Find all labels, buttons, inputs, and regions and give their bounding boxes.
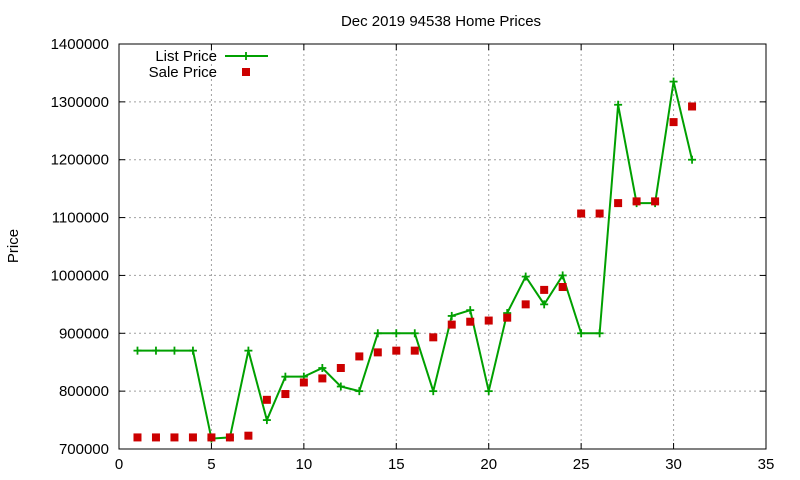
y-tick-label: 1100000 <box>52 210 109 227</box>
sale-price-point <box>410 346 419 355</box>
x-tick-label: 15 <box>388 456 405 473</box>
sale-price-point <box>595 209 604 218</box>
sale-price-point <box>632 197 641 206</box>
y-tick-label: 1200000 <box>51 152 109 169</box>
plot-frame <box>118 43 767 450</box>
plot-area <box>133 77 697 443</box>
list-price-point <box>244 346 253 355</box>
sale-price-point <box>207 433 216 442</box>
sale-price-point <box>651 197 660 206</box>
sale-price-point <box>355 352 364 361</box>
x-tick-label: 10 <box>296 456 313 473</box>
sale-price-point <box>262 395 271 404</box>
sale-price-point <box>447 320 456 329</box>
sale-price-point <box>299 378 308 387</box>
x-tick-label: 25 <box>573 456 590 473</box>
list-price-point <box>373 329 382 338</box>
sale-price-point <box>244 431 253 440</box>
list-price-point <box>133 346 142 355</box>
list-price-point <box>151 346 160 355</box>
y-tick-label: 800000 <box>59 383 109 400</box>
list-price-point <box>688 155 697 164</box>
sale-price-point <box>521 300 530 309</box>
sale-price-point <box>336 364 345 372</box>
legend-plus-swatch <box>242 52 250 60</box>
list-price-point <box>521 272 530 281</box>
legend-square-swatch <box>242 68 250 76</box>
list-price-point <box>262 416 271 425</box>
list-price-point <box>447 311 456 320</box>
sale-price-point <box>466 317 475 326</box>
sale-price-point <box>669 118 678 127</box>
sale-price-point <box>318 374 327 383</box>
list-price-point <box>484 387 493 396</box>
y-tick-label: 1400000 <box>51 36 109 53</box>
sale-price-point <box>188 433 197 442</box>
list-price-point <box>188 346 197 355</box>
sale-price-point <box>688 102 697 111</box>
sale-price-point <box>373 348 382 357</box>
list-price-point <box>595 329 604 338</box>
list-price-point <box>429 387 438 396</box>
list-price-point <box>318 364 327 372</box>
list-price-point <box>540 300 549 309</box>
sale-price-point <box>484 316 493 325</box>
legend-label: Sale Price <box>149 64 217 81</box>
sale-price-point <box>225 433 234 442</box>
list-price-point <box>170 346 179 355</box>
y-tick-label: 700000 <box>59 441 109 458</box>
sale-price-point <box>540 285 549 294</box>
list-price-point <box>558 271 567 280</box>
sale-price-point <box>133 433 142 442</box>
x-tick-label: 35 <box>758 456 775 473</box>
list-price-point <box>392 329 401 338</box>
list-price-point <box>614 100 623 109</box>
chart-title: Dec 2019 94538 Home Prices <box>341 13 541 30</box>
x-tick-label: 20 <box>480 456 497 473</box>
sale-price-point <box>281 390 290 399</box>
y-axis-label: Price <box>5 229 22 263</box>
sale-price-point <box>151 433 160 442</box>
sale-price-point <box>429 333 438 342</box>
y-tick-label: 900000 <box>59 325 109 342</box>
list-price-point <box>466 306 475 315</box>
sale-price-point <box>392 346 401 355</box>
x-tick-label: 30 <box>665 456 682 473</box>
list-price-point <box>336 382 345 391</box>
sale-price-point <box>170 433 179 442</box>
sale-price-point <box>558 283 567 291</box>
list-price-point <box>669 77 678 86</box>
y-tick-label: 1300000 <box>51 94 109 111</box>
x-tick-label: 0 <box>115 456 123 473</box>
sale-price-point <box>614 199 623 208</box>
list-price-point <box>577 329 586 338</box>
legend-label: List Price <box>155 48 217 65</box>
y-tick-label: 1000000 <box>51 267 109 284</box>
x-tick-label: 5 <box>207 456 215 473</box>
sale-price-point <box>577 209 586 218</box>
axes: 0 5 10 15 20 25 30 35 700000 800000 900000 1000000 1… <box>51 36 775 473</box>
sale-price-point <box>503 313 512 322</box>
list-price-point <box>410 329 419 338</box>
list-price-point <box>355 387 364 396</box>
list-price-point <box>281 372 290 381</box>
